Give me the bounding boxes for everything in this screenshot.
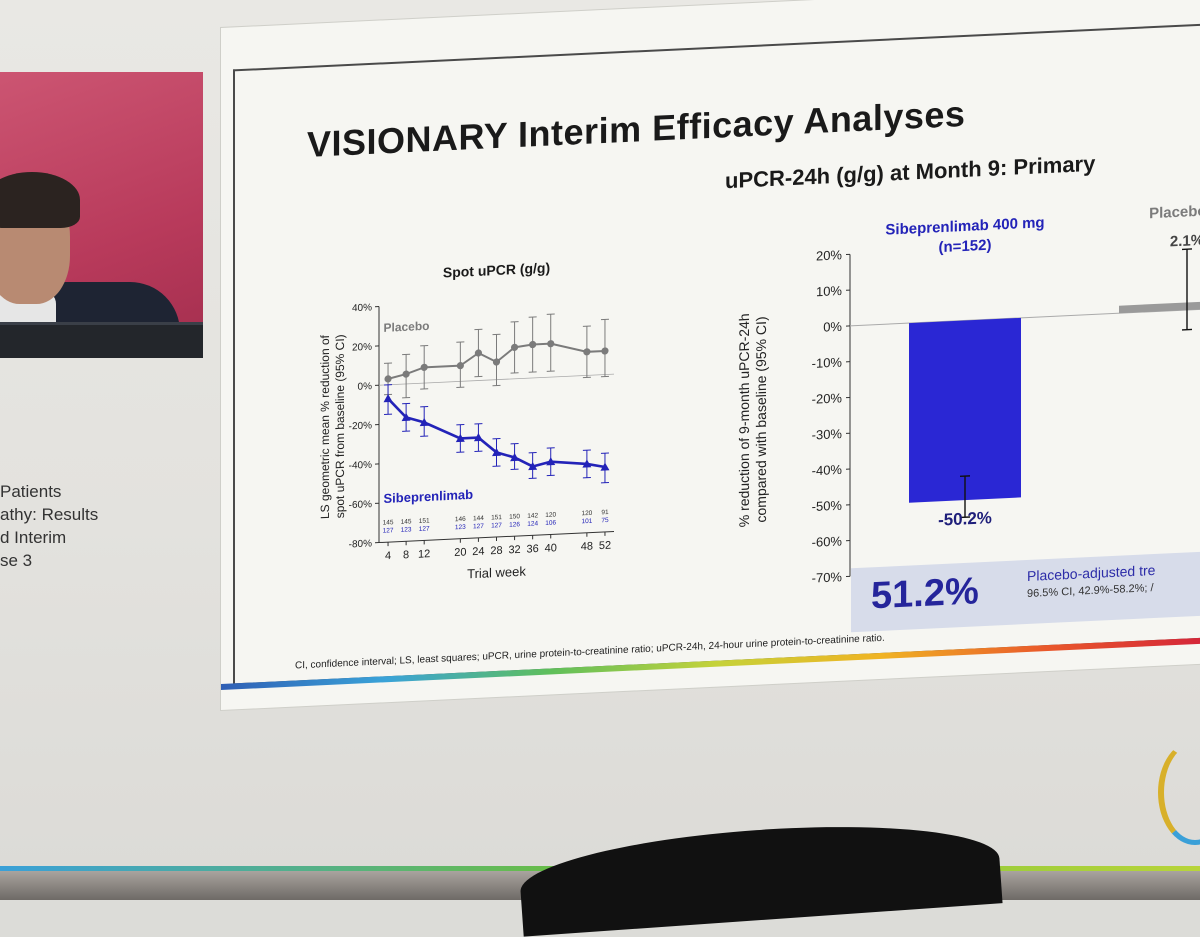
data-point-placebo [421, 364, 428, 372]
n-at-risk-sibeprenlimab: 127 [419, 525, 430, 533]
data-point-placebo [601, 347, 608, 355]
y-tick-label: 10% [816, 283, 842, 299]
y-tick-label: 40% [352, 302, 372, 314]
n-at-risk-sibeprenlimab: 123 [455, 524, 466, 532]
category-sublabel: (n=152) [939, 237, 992, 256]
placebo-adjusted-value: 51.2% [871, 570, 979, 618]
podium-monitor [0, 322, 203, 358]
data-point-placebo [403, 370, 410, 378]
data-point-placebo [583, 348, 590, 356]
y-tick-label: -40% [349, 460, 372, 472]
n-at-risk-placebo: 151 [419, 517, 430, 525]
y-tick-label: 0% [823, 319, 842, 335]
slide: VISIONARY Interim Efficacy Analyses uPCR… [221, 0, 1200, 710]
y-tick-label: -20% [812, 390, 843, 406]
n-at-risk-sibeprenlimab: 127 [491, 522, 502, 530]
x-tick-label: 4 [385, 550, 391, 562]
y-axis-label: compared with baseline (95% CI) [753, 316, 769, 523]
n-at-risk-placebo: 150 [509, 513, 520, 521]
left-title-line: d Interim [0, 526, 140, 549]
partial-talk-title: Patients athy: Results d Interim se 3 [0, 480, 140, 572]
x-tick-label: 52 [599, 540, 611, 553]
data-point-placebo [475, 349, 482, 357]
y-axis-label: LS geometric mean % reduction of [318, 334, 332, 519]
speaker-hair [0, 172, 80, 228]
n-at-risk-sibeprenlimab: 101 [581, 518, 592, 526]
bar-placebo [1119, 300, 1200, 313]
n-at-risk-sibeprenlimab: 75 [601, 517, 609, 524]
speaker-video [0, 72, 203, 358]
left-title-line: Patients [0, 480, 140, 503]
x-tick-label: 40 [545, 542, 557, 555]
y-axis-label: spot uPCR from baseline (95% CI) [333, 334, 347, 519]
data-point-placebo [547, 340, 554, 348]
data-point-placebo [457, 362, 464, 370]
y-axis-label: % reduction of 9-month uPCR-24h [736, 313, 752, 528]
n-at-risk-sibeprenlimab: 124 [527, 520, 538, 528]
n-at-risk-sibeprenlimab: 127 [473, 523, 484, 531]
n-at-risk-sibeprenlimab: 106 [545, 519, 556, 527]
placebo-adjusted-label: Placebo-adjusted tre [1027, 562, 1155, 584]
left-title-line: se 3 [0, 549, 140, 572]
y-tick-label: -80% [349, 538, 372, 550]
chart-title: Spot uPCR (g/g) [443, 259, 550, 280]
data-point-placebo [511, 344, 518, 352]
n-at-risk-placebo: 120 [581, 510, 592, 518]
x-tick-label: 24 [472, 546, 484, 559]
y-tick-label: -60% [812, 533, 843, 549]
x-tick-label: 48 [581, 540, 593, 553]
x-axis-label: Trial week [467, 564, 526, 582]
bar-sibeprenlimab [909, 318, 1021, 503]
bar-value-label: 2.1% [1170, 232, 1200, 251]
n-at-risk-sibeprenlimab: 123 [401, 526, 412, 534]
y-tick-label: -30% [812, 426, 843, 442]
n-at-risk-placebo: 120 [545, 511, 556, 519]
n-at-risk-placebo: 144 [473, 515, 484, 523]
data-point-placebo [529, 341, 536, 349]
n-at-risk-placebo: 145 [401, 518, 412, 526]
x-tick-label: 36 [527, 543, 539, 556]
y-tick-label: -10% [812, 355, 843, 371]
n-at-risk-sibeprenlimab: 126 [509, 521, 520, 529]
category-label: Sibeprenlimab 400 mg [885, 214, 1044, 238]
placebo-adjusted-ci: 96.5% CI, 42.9%-58.2%; / [1027, 582, 1154, 600]
x-tick-label: 32 [508, 544, 520, 557]
y-tick-label: 0% [358, 381, 373, 393]
left-title-line: athy: Results [0, 503, 140, 526]
y-tick-label: 20% [816, 247, 842, 263]
x-tick-label: 8 [403, 549, 409, 561]
data-point-placebo [493, 358, 500, 366]
legend-label-placebo: Placebo [384, 319, 430, 335]
y-tick-label: -40% [812, 462, 843, 478]
x-tick-label: 20 [454, 546, 466, 559]
y-tick-label: -20% [349, 420, 372, 432]
x-tick-label: 12 [418, 548, 430, 561]
n-at-risk-placebo: 146 [455, 516, 466, 524]
spot-upcr-line-chart: Spot uPCR (g/g) 40% 20% 0% -20% -40% -60% -80% 4… [269, 251, 629, 628]
y-tick-label: 20% [352, 342, 372, 354]
n-at-risk-sibeprenlimab: 127 [383, 527, 394, 535]
y-tick-label: -50% [812, 498, 843, 514]
n-at-risk-placebo: 151 [491, 514, 502, 522]
n-at-risk-placebo: 145 [383, 519, 394, 527]
n-at-risk-placebo: 142 [527, 512, 538, 520]
y-tick-label: -60% [349, 499, 372, 511]
data-point-placebo [384, 375, 391, 383]
y-tick-label: -70% [812, 569, 843, 585]
legend-label-sibeprenlimab: Sibeprenlimab [384, 487, 474, 506]
x-tick-label: 28 [490, 545, 502, 558]
n-at-risk-placebo: 91 [601, 509, 609, 516]
category-label: Placebo (n [1149, 202, 1200, 223]
bar-value-label: -50.2% [938, 508, 992, 530]
upcr24-bar-chart: 20%10%0%-10%-20%-30%-40%-50%-60%-70%% re… [725, 186, 1200, 569]
